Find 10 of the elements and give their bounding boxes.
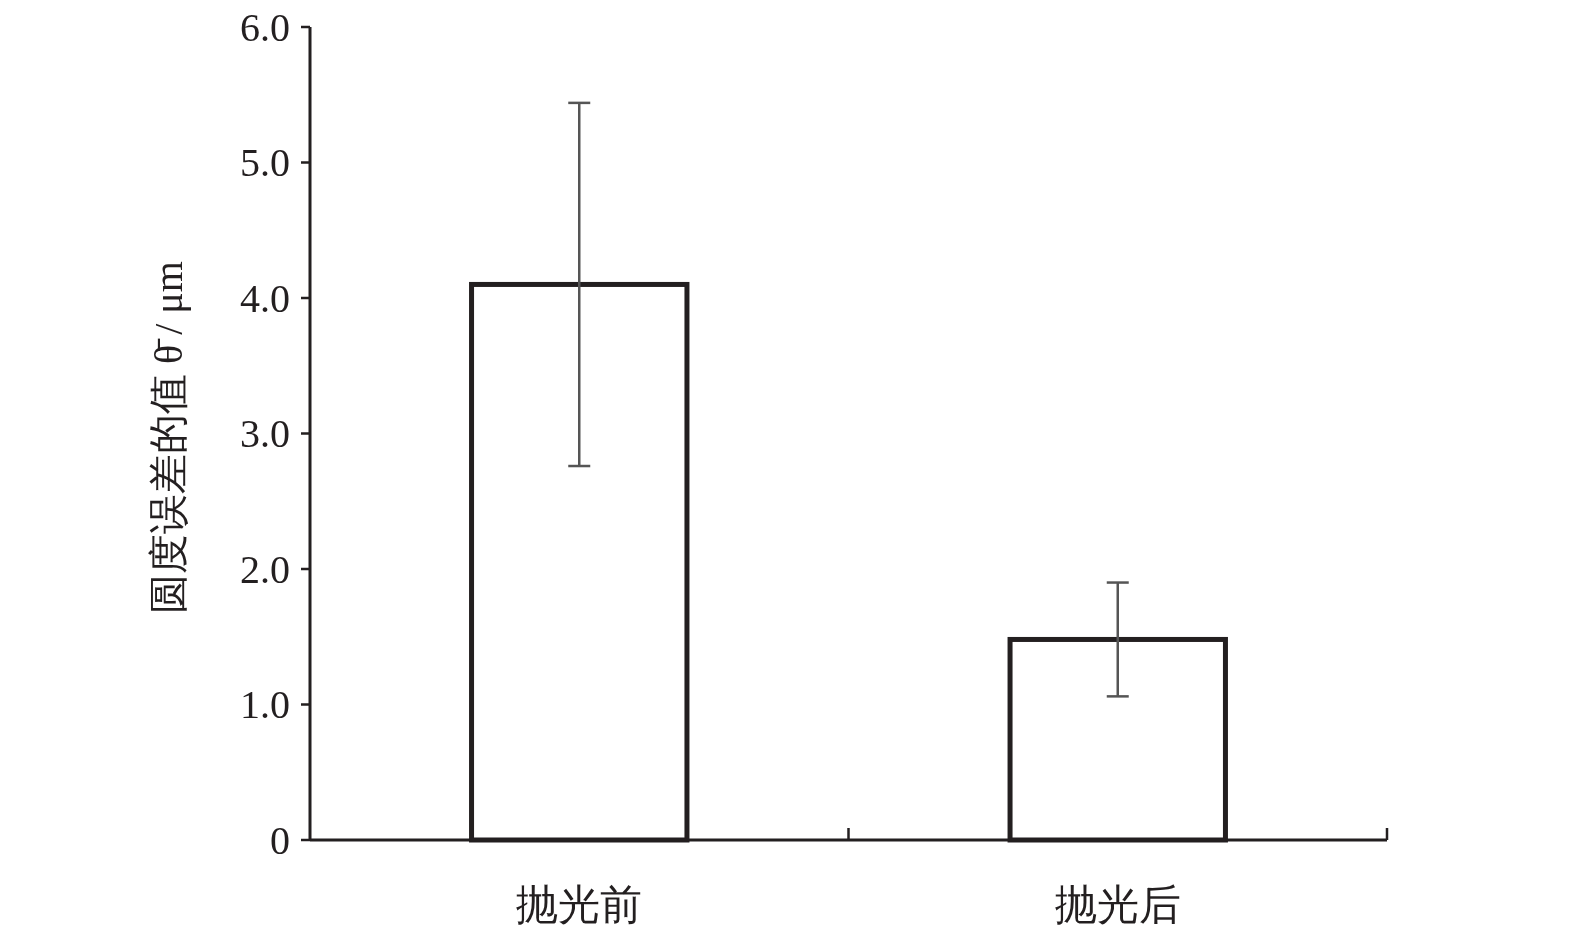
y-tick-label: 4.0 — [240, 275, 290, 321]
y-tick-label: 5.0 — [240, 140, 290, 185]
y-tick-label: 2.0 — [240, 546, 290, 592]
x-tick-label: 抛光后 — [1054, 882, 1181, 928]
x-tick-label: 抛光前 — [516, 882, 643, 928]
y-tick-label: 1.0 — [240, 682, 290, 727]
y-tick-label: 6.0 — [240, 4, 290, 50]
y-tick-label: 0 — [270, 817, 290, 863]
y-tick-label: 3.0 — [240, 411, 290, 456]
y-axis-title: 圆度误差的值 θ̄ / μm — [145, 261, 191, 614]
